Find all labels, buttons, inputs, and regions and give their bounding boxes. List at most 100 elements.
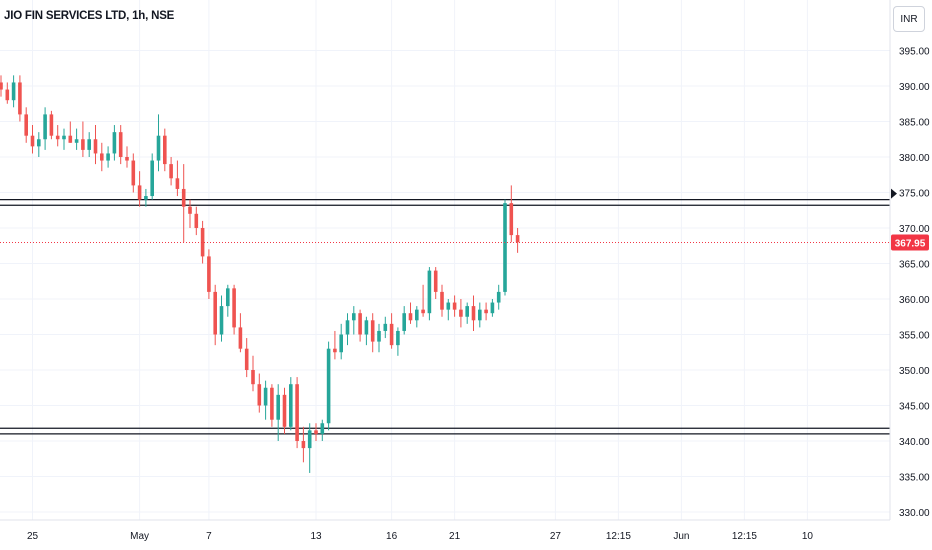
y-tick-label: 330.00 <box>899 508 930 519</box>
candle-body <box>301 441 306 449</box>
candle <box>163 128 167 172</box>
candle <box>24 107 28 143</box>
candle <box>452 295 457 317</box>
candle-body <box>55 135 60 140</box>
candle-body <box>100 153 104 161</box>
candle-body <box>251 370 255 385</box>
y-tick-label: 335.00 <box>899 473 930 484</box>
horizontal-levels <box>0 198 890 435</box>
candle-body <box>389 323 394 346</box>
candle <box>112 125 117 161</box>
candle <box>509 185 514 243</box>
x-tick-label: 12:15 <box>606 531 631 542</box>
y-tick-label: 395.00 <box>899 47 930 58</box>
candle-body <box>490 302 495 314</box>
candle <box>93 125 98 165</box>
candle <box>131 153 136 193</box>
candle-body <box>194 213 199 228</box>
candle <box>263 380 268 420</box>
candle-body <box>244 348 249 370</box>
candle <box>370 313 375 353</box>
candle-body <box>144 196 148 200</box>
candle <box>213 284 217 346</box>
candle <box>188 199 192 228</box>
candle <box>408 302 413 324</box>
candle-body <box>49 114 54 136</box>
candle-body <box>496 291 501 303</box>
candle <box>106 146 110 168</box>
candle <box>440 284 444 317</box>
candle-body <box>515 235 520 243</box>
candle <box>226 284 230 317</box>
y-tick-label: 375.00 <box>899 189 930 200</box>
candle <box>270 384 274 427</box>
candle <box>62 128 66 150</box>
candle-body <box>370 320 375 342</box>
candle-body <box>307 430 312 449</box>
candle <box>232 284 236 335</box>
x-tick-label: 10 <box>802 531 814 542</box>
candle-body <box>484 309 488 314</box>
candle-body <box>81 139 85 150</box>
currency-button[interactable]: INR <box>893 6 925 32</box>
y-tick-label: 365.00 <box>899 260 930 271</box>
candle <box>358 309 362 342</box>
candle <box>43 107 47 150</box>
candle <box>301 426 306 463</box>
candle <box>496 284 501 310</box>
candle <box>352 306 356 335</box>
candle-body <box>200 228 205 257</box>
candle-body <box>433 270 438 292</box>
candle <box>515 228 520 253</box>
candle <box>415 306 419 328</box>
time-axis[interactable]: 25 May 7 13 16 21 27 12:15 Jun 12:15 10 <box>27 531 813 542</box>
candle-body <box>459 309 463 317</box>
candle <box>194 206 199 236</box>
candle <box>314 423 318 441</box>
candle-body <box>377 330 381 342</box>
candle <box>326 341 331 431</box>
chart-title: JIO FIN SERVICES LTD, 1h, NSE <box>4 10 175 22</box>
candle-body <box>314 430 318 434</box>
candle-body <box>421 309 425 314</box>
candle <box>238 313 243 353</box>
candle <box>5 82 10 104</box>
candle <box>251 355 255 392</box>
candle-body <box>478 309 482 321</box>
price-axis[interactable]: 395.00 390.00 385.00 380.00 375.00 370.00 365.… <box>899 47 930 520</box>
candle-body <box>68 135 73 143</box>
candle <box>364 316 369 346</box>
candle <box>175 160 180 197</box>
candle-body <box>156 135 161 161</box>
candle <box>37 132 41 157</box>
candle-body <box>364 320 369 335</box>
candle <box>257 373 262 413</box>
last-price-marker: 367.95 <box>891 188 929 251</box>
candle <box>471 295 476 331</box>
candle <box>125 146 129 168</box>
candle-body <box>333 348 337 353</box>
y-tick-label: 370.00 <box>899 224 930 235</box>
candle-body <box>352 313 356 321</box>
candle <box>87 132 91 157</box>
candle <box>169 157 173 186</box>
y-tick-label: 355.00 <box>899 331 930 342</box>
candle <box>478 302 482 328</box>
candles <box>0 75 520 473</box>
candle <box>307 423 312 473</box>
candle-body <box>207 256 211 292</box>
candle-body <box>93 139 98 154</box>
candle-body <box>219 306 224 335</box>
candle-body <box>18 82 22 115</box>
x-tick-label: 13 <box>310 531 322 542</box>
y-tick-label: 385.00 <box>899 118 930 129</box>
candle-body <box>118 132 123 157</box>
candle-body <box>446 302 451 310</box>
candle-body <box>232 288 236 328</box>
y-tick-label: 345.00 <box>899 402 930 413</box>
candle <box>389 313 394 349</box>
candle-body <box>125 157 129 161</box>
candle <box>244 338 249 378</box>
candle-body <box>131 160 136 186</box>
